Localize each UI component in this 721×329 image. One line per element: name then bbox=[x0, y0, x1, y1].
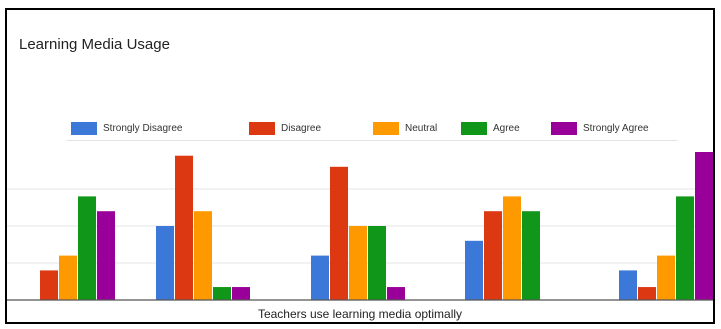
bar-strongly-agree-group-2 bbox=[232, 287, 250, 300]
legend: Strongly Disagree Disagree Neutral Agree Str… bbox=[67, 118, 677, 141]
legend-item-agree: Agree bbox=[461, 118, 520, 138]
x-axis-label: Teachers use learning media optimally bbox=[257, 307, 463, 321]
legend-item-strongly-disagree: Strongly Disagree bbox=[71, 118, 182, 138]
bar-strongly-disagree-group-4 bbox=[465, 240, 483, 300]
legend-label-neutral: Neutral bbox=[405, 122, 438, 134]
bar-neutral-group-2 bbox=[194, 211, 212, 300]
plot-area bbox=[7, 152, 713, 301]
legend-divider bbox=[67, 140, 677, 141]
bar-agree-group-2 bbox=[213, 287, 231, 300]
bar-neutral-group-4 bbox=[503, 196, 521, 300]
bar-disagree-group-5 bbox=[638, 287, 656, 300]
bar-agree-group-4 bbox=[522, 211, 540, 300]
bar-neutral-group-3 bbox=[349, 226, 367, 300]
bar-disagree-group-3 bbox=[330, 166, 348, 300]
bar-strongly-agree-group-5 bbox=[695, 152, 713, 300]
legend-swatch-strongly-disagree bbox=[71, 121, 97, 135]
legend-label-strongly-disagree: Strongly Disagree bbox=[103, 122, 183, 134]
bar-neutral-group-1 bbox=[59, 255, 77, 300]
bar-agree-group-1 bbox=[78, 196, 96, 300]
bar-strongly-disagree-group-3 bbox=[311, 255, 329, 300]
bar-agree-group-5 bbox=[676, 196, 694, 300]
bar-disagree-group-1 bbox=[40, 270, 58, 300]
chart-frame: Learning Media Usage Strongly Disagree Di… bbox=[5, 8, 715, 324]
legend-label-disagree: Disagree bbox=[281, 122, 322, 134]
bar-disagree-group-4 bbox=[484, 211, 502, 300]
legend-swatch-strongly-agree bbox=[551, 121, 577, 135]
legend-label-strongly-agree: Strongly Agree bbox=[583, 122, 649, 134]
chart-title: Learning Media Usage bbox=[19, 36, 170, 53]
legend-item-strongly-agree: Strongly Agree bbox=[551, 118, 649, 138]
legend-item-disagree: Disagree bbox=[249, 118, 321, 138]
bar-strongly-agree-group-1 bbox=[97, 211, 115, 300]
bar-strongly-disagree-group-2 bbox=[156, 226, 174, 300]
bar-strongly-agree-group-3 bbox=[387, 287, 405, 300]
legend-label-agree: Agree bbox=[493, 122, 520, 134]
legend-item-neutral: Neutral bbox=[373, 118, 437, 138]
bar-strongly-disagree-group-5 bbox=[619, 270, 637, 300]
bar-neutral-group-5 bbox=[657, 255, 675, 300]
bar-disagree-group-2 bbox=[175, 155, 193, 300]
legend-swatch-disagree bbox=[249, 121, 275, 135]
bar-agree-group-3 bbox=[368, 226, 386, 300]
legend-swatch-neutral bbox=[373, 121, 399, 135]
legend-swatch-agree bbox=[461, 121, 487, 135]
